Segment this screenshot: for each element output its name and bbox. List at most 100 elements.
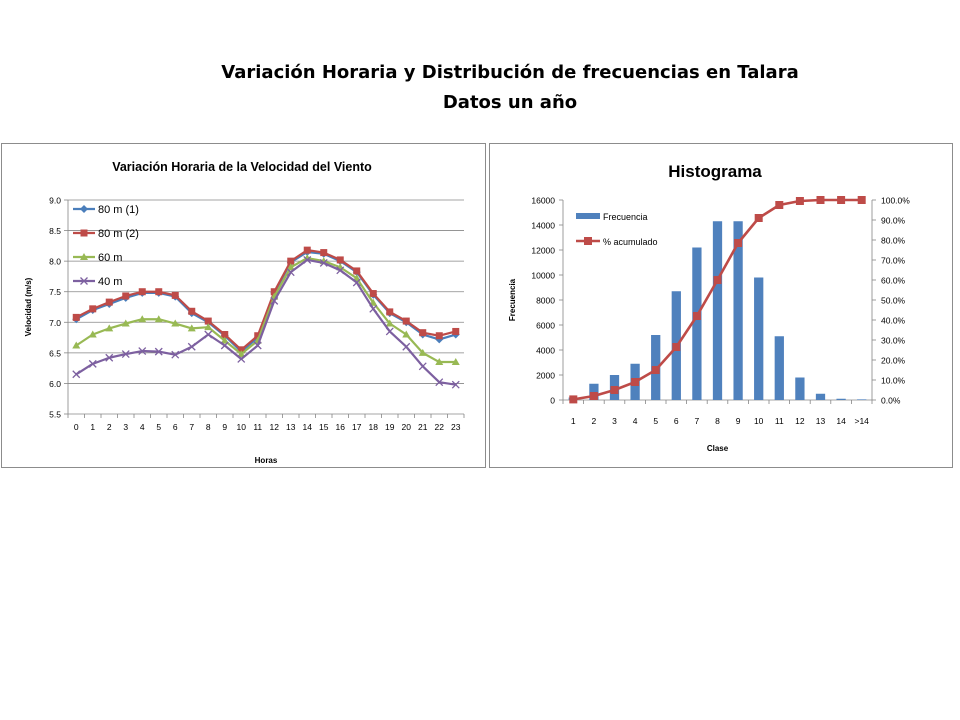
data-point (122, 292, 130, 300)
data-point (220, 336, 229, 344)
x-tick-label: 9 (736, 416, 741, 426)
y-tick-label: 7.0 (49, 318, 61, 328)
histogram-bar (712, 221, 723, 400)
x-tick-label: 11 (775, 416, 784, 426)
data-point (451, 380, 460, 389)
x-tick-label: 10 (237, 422, 247, 432)
y2-tick-label: 50.0% (881, 296, 906, 306)
legend-label: 60 m (98, 252, 122, 264)
legend-label: % acumulado (603, 237, 658, 247)
data-point (204, 330, 213, 339)
cumulative-point (837, 196, 846, 204)
data-point (385, 327, 394, 336)
data-point (303, 246, 311, 254)
x-tick-label: 2 (592, 416, 597, 426)
legend-swatch-bar (576, 213, 600, 219)
cumulative-point (713, 276, 722, 284)
data-point (138, 315, 147, 323)
histogram-bar (733, 221, 743, 400)
data-point (402, 342, 411, 351)
x-tick-label: 7 (189, 422, 194, 432)
data-point (188, 307, 196, 315)
y2-tick-label: 30.0% (881, 336, 906, 346)
x-tick-label: 8 (206, 422, 211, 432)
legend-marker (80, 229, 88, 237)
data-point (237, 355, 246, 363)
data-point (353, 267, 361, 275)
data-point (121, 319, 130, 327)
y2-tick-label: 40.0% (881, 316, 906, 326)
data-point (220, 341, 229, 350)
data-point (270, 296, 279, 305)
data-point (254, 332, 262, 340)
data-point (402, 330, 411, 338)
y2-tick-label: 60.0% (881, 276, 906, 286)
x-tick-label: 10 (754, 416, 764, 426)
series-line (75, 256, 456, 364)
data-point (154, 347, 163, 356)
data-point (171, 319, 180, 327)
x-axis-label: Clase (707, 444, 729, 453)
x-tick-label: 5 (653, 416, 658, 426)
data-point (89, 305, 97, 313)
data-point (319, 259, 328, 267)
x-tick-label: 13 (286, 422, 296, 432)
data-point (155, 288, 163, 296)
data-point (204, 323, 213, 331)
data-point (237, 346, 245, 354)
x-tick-label: 23 (451, 422, 461, 432)
y2-tick-label: 100.0% (881, 196, 910, 206)
histogram-bar (692, 247, 702, 400)
data-point (72, 370, 81, 379)
data-point (336, 266, 345, 275)
legend-label: 80 m (1) (98, 204, 139, 216)
x-tick-label: 21 (418, 422, 428, 432)
data-point (435, 332, 443, 340)
data-point (221, 331, 229, 339)
y2-tick-label: 10.0% (881, 376, 906, 386)
x-tick-label: 14 (836, 416, 846, 426)
cumulative-point (816, 196, 825, 204)
x-tick-label: 5 (156, 422, 161, 432)
slide-subtitle: Datos un año (442, 92, 578, 113)
data-point (435, 378, 444, 387)
y-tick-label: 8.0 (49, 257, 61, 267)
slide-title: Variación Horaria y Distribución de frec… (221, 62, 799, 83)
x-tick-label: 3 (612, 416, 617, 426)
data-point (352, 278, 361, 287)
y-tick-label: 16000 (531, 196, 555, 206)
cumulative-point (754, 214, 763, 222)
y2-tick-label: 0.0% (881, 396, 901, 406)
data-point (171, 291, 179, 299)
data-point (287, 257, 295, 265)
x-tick-label: 11 (253, 422, 262, 432)
data-point (72, 341, 81, 349)
series-line (75, 249, 457, 351)
legend-label: 40 m (98, 276, 122, 288)
cumulative-point (734, 239, 743, 247)
x-axis-label: Horas (255, 456, 278, 465)
x-tick-label: 3 (123, 422, 128, 432)
data-point (105, 324, 114, 332)
x-tick-label: 7 (695, 416, 700, 426)
cumulative-point (651, 366, 660, 374)
data-point (121, 350, 130, 359)
data-point (187, 342, 196, 351)
y-tick-label: 10000 (531, 271, 555, 281)
data-point (452, 327, 460, 335)
x-tick-label: 4 (633, 416, 638, 426)
wind-speed-chart-frame: Variación Horaria de la Velocidad del Vi… (1, 143, 486, 468)
y-axis-label: Velocidad (m/s) (24, 277, 33, 336)
legend-label: Frecuencia (603, 212, 648, 222)
cumulative-point (610, 386, 619, 394)
chart-title: Variación Horaria de la Velocidad del Vi… (112, 160, 372, 174)
y2-tick-label: 90.0% (881, 216, 906, 226)
x-tick-label: 2 (107, 422, 112, 432)
histogram-chart: Histograma020004000600080001000012000140… (508, 162, 910, 453)
y-tick-label: 5.5 (49, 410, 61, 420)
data-point (286, 263, 295, 271)
y-axis-label: Frecuencia (508, 278, 517, 321)
data-point (336, 256, 344, 264)
x-tick-label: 4 (140, 422, 145, 432)
histogram-bar (589, 383, 599, 400)
